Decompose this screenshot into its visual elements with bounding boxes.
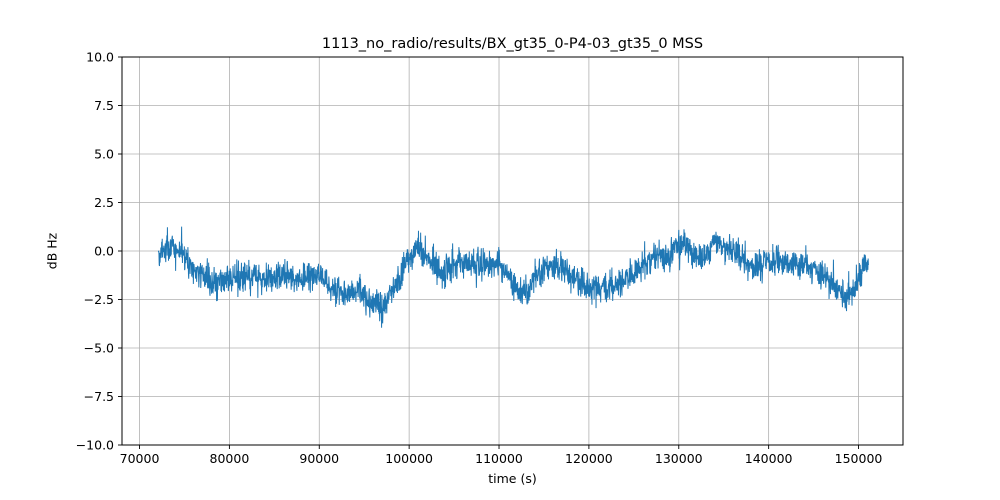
x-tick-label: 130000: [655, 451, 703, 466]
series-line: [157, 226, 869, 328]
x-tick-label: 150000: [835, 451, 883, 466]
x-tick-label: 140000: [745, 451, 793, 466]
y-tick-label: −7.5: [84, 389, 114, 404]
chart-title: 1113_no_radio/results/BX_gt35_0-P4-03_gt…: [321, 36, 704, 52]
y-tick-label: 5.0: [94, 147, 114, 162]
x-tick-label: 70000: [120, 451, 160, 466]
y-tick-label: −2.5: [84, 292, 114, 307]
y-axis-label: dB Hz: [44, 232, 60, 270]
y-tick-label: 7.5: [94, 98, 114, 113]
x-tick-label: 80000: [210, 451, 250, 466]
y-tick-label: −5.0: [84, 341, 114, 356]
axes-spines: [121, 56, 904, 446]
y-tick-label: 2.5: [94, 195, 114, 210]
x-tick-label: 100000: [385, 451, 433, 466]
x-tick-label: 120000: [565, 451, 613, 466]
x-tick-label: 90000: [299, 451, 339, 466]
y-tick-label: 10.0: [86, 50, 114, 65]
y-tick-label: −10.0: [76, 438, 114, 453]
x-tick-label: 110000: [475, 451, 523, 466]
x-axis-label: time (s): [488, 471, 537, 486]
y-tick-label: 0.0: [94, 244, 114, 259]
